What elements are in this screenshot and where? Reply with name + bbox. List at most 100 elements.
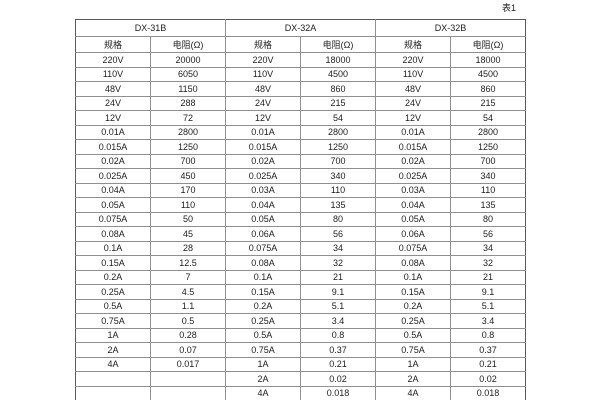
spec-cell: 0.01A	[375, 124, 452, 140]
resistance-cell: 4500	[450, 66, 527, 82]
table-row: 110V 6050 110V 4500 110V 4500	[75, 66, 527, 82]
resistance-cell: 80	[300, 211, 377, 227]
resistance-cell: 21	[300, 269, 377, 285]
group-header-dx31b: DX-31B	[74, 19, 227, 37]
spec-cell: 24V	[375, 95, 452, 111]
spec-cell: 2A	[225, 371, 302, 387]
resistance-cell	[149, 385, 227, 400]
spec-cell: 0.075A	[75, 211, 151, 227]
spec-cell: 24V	[225, 95, 302, 111]
spec-cell: 0.2A	[375, 298, 452, 314]
table-row: 0.08A 45 0.06A 56 0.06A 56	[75, 226, 527, 242]
group-header-row: DX-31B DX-32A DX-32B	[74, 19, 527, 37]
spec-cell: 0.075A	[225, 240, 302, 256]
resistance-cell: 0.018	[300, 385, 377, 400]
resistance-cell: 860	[300, 81, 377, 97]
spec-cell	[75, 371, 151, 387]
spec-cell: 0.75A	[75, 313, 151, 329]
resistance-cell: 1.1	[149, 298, 227, 314]
resistance-cell: 2800	[300, 124, 377, 140]
spec-cell: 0.1A	[225, 269, 302, 285]
spec-cell: 0.015A	[225, 139, 302, 155]
resistance-cell: 0.5	[149, 313, 227, 329]
spec-cell: 4A	[375, 385, 452, 400]
spec-cell: 0.04A	[75, 182, 151, 198]
spec-cell: 0.075A	[375, 240, 452, 256]
resistance-cell: 4.5	[149, 284, 227, 300]
table-row: 2A 0.07 0.75A 0.37 0.75A 0.37	[75, 342, 527, 358]
table-row: 0.2A 7 0.1A 21 0.1A 21	[75, 269, 527, 285]
spec-cell: 0.08A	[75, 226, 151, 242]
spec-cell: 0.015A	[375, 139, 452, 155]
resistance-cell: 288	[149, 95, 227, 111]
resistance-cell: 0.37	[300, 342, 377, 358]
spec-cell: 0.25A	[225, 313, 302, 329]
resistance-spec-table: DX-31B DX-32A DX-32B 规格 电阻(Ω) 规格 电阻(Ω) 规…	[74, 19, 527, 400]
resistance-cell: 54	[450, 110, 527, 126]
table-row: 2A 0.02 2A 0.02	[75, 371, 527, 387]
spec-cell: 4A	[225, 385, 302, 400]
table-row: 0.15A 12.5 0.08A 32 0.08A 32	[75, 255, 527, 271]
spec-cell: 0.2A	[75, 269, 151, 285]
column-header-row: 规格 电阻(Ω) 规格 电阻(Ω) 规格 电阻(Ω)	[75, 35, 527, 53]
resistance-cell: 18000	[300, 52, 377, 68]
group-header-dx32a: DX-32A	[225, 19, 377, 37]
spec-cell: 0.2A	[225, 298, 302, 314]
spec-cell: 0.025A	[75, 168, 151, 184]
spec-cell: 0.01A	[75, 124, 151, 140]
spec-cell: 0.05A	[375, 211, 452, 227]
resistance-cell: 110	[300, 182, 377, 198]
spec-cell: 0.75A	[375, 342, 452, 358]
resistance-cell: 700	[300, 153, 377, 169]
resistance-cell: 0.018	[450, 385, 527, 400]
resistance-cell: 45	[149, 226, 227, 242]
table-row: 12V 72 12V 54 12V 54	[75, 110, 527, 126]
spec-cell: 0.05A	[75, 197, 151, 213]
resistance-cell: 72	[149, 110, 227, 126]
resistance-cell: 110	[450, 182, 527, 198]
spec-cell: 1A	[225, 356, 302, 372]
table-row: 0.02A 700 0.02A 700 0.02A 700	[75, 153, 527, 169]
resistance-cell: 0.37	[450, 342, 527, 358]
spec-cell: 0.15A	[225, 284, 302, 300]
table-row: 220V 20000 220V 18000 220V 18000	[75, 52, 527, 68]
spec-cell: 0.05A	[225, 211, 302, 227]
resistance-cell: 1250	[300, 139, 377, 155]
spec-cell: 0.04A	[225, 197, 302, 213]
spec-column-header: 规格	[75, 35, 151, 53]
group-header-dx32b: DX-32B	[375, 19, 527, 37]
spec-cell: 0.15A	[375, 284, 452, 300]
resistance-cell: 110	[149, 197, 227, 213]
resistance-column-header: 电阻(Ω)	[450, 35, 527, 53]
table-row: 0.015A 1250 0.015A 1250 0.015A 1250	[75, 139, 527, 155]
spec-cell: 0.06A	[225, 226, 302, 242]
spec-cell: 48V	[375, 81, 452, 97]
spec-cell: 12V	[75, 110, 151, 126]
resistance-cell: 34	[450, 240, 527, 256]
table-row: 0.01A 2800 0.01A 2800 0.01A 2800	[75, 124, 527, 140]
spec-cell: 110V	[225, 66, 302, 82]
table-row: 0.025A 450 0.025A 340 0.025A 340	[75, 168, 527, 184]
spec-cell: 0.15A	[75, 255, 151, 271]
table-row: 4A 0.017 1A 0.21 1A 0.21	[75, 356, 527, 372]
spec-cell: 48V	[225, 81, 302, 97]
resistance-cell: 2800	[149, 124, 227, 140]
spec-cell: 0.5A	[375, 327, 452, 343]
table-row: 1A 0.28 0.5A 0.8 0.5A 0.8	[75, 327, 527, 343]
spec-cell: 220V	[75, 52, 151, 68]
resistance-cell: 56	[300, 226, 377, 242]
spec-cell: 0.75A	[225, 342, 302, 358]
resistance-cell: 18000	[450, 52, 527, 68]
resistance-cell: 20000	[149, 52, 227, 68]
resistance-cell: 2800	[450, 124, 527, 140]
spec-cell: 110V	[75, 66, 151, 82]
spec-cell: 1A	[75, 327, 151, 343]
resistance-cell: 56	[450, 226, 527, 242]
spec-cell: 0.06A	[375, 226, 452, 242]
resistance-cell: 0.017	[149, 356, 227, 372]
table-row: 0.25A 4.5 0.15A 9.1 0.15A 9.1	[75, 284, 527, 300]
resistance-cell: 5.1	[300, 298, 377, 314]
spec-cell: 0.02A	[375, 153, 452, 169]
spec-cell: 48V	[75, 81, 151, 97]
spec-cell: 12V	[225, 110, 302, 126]
